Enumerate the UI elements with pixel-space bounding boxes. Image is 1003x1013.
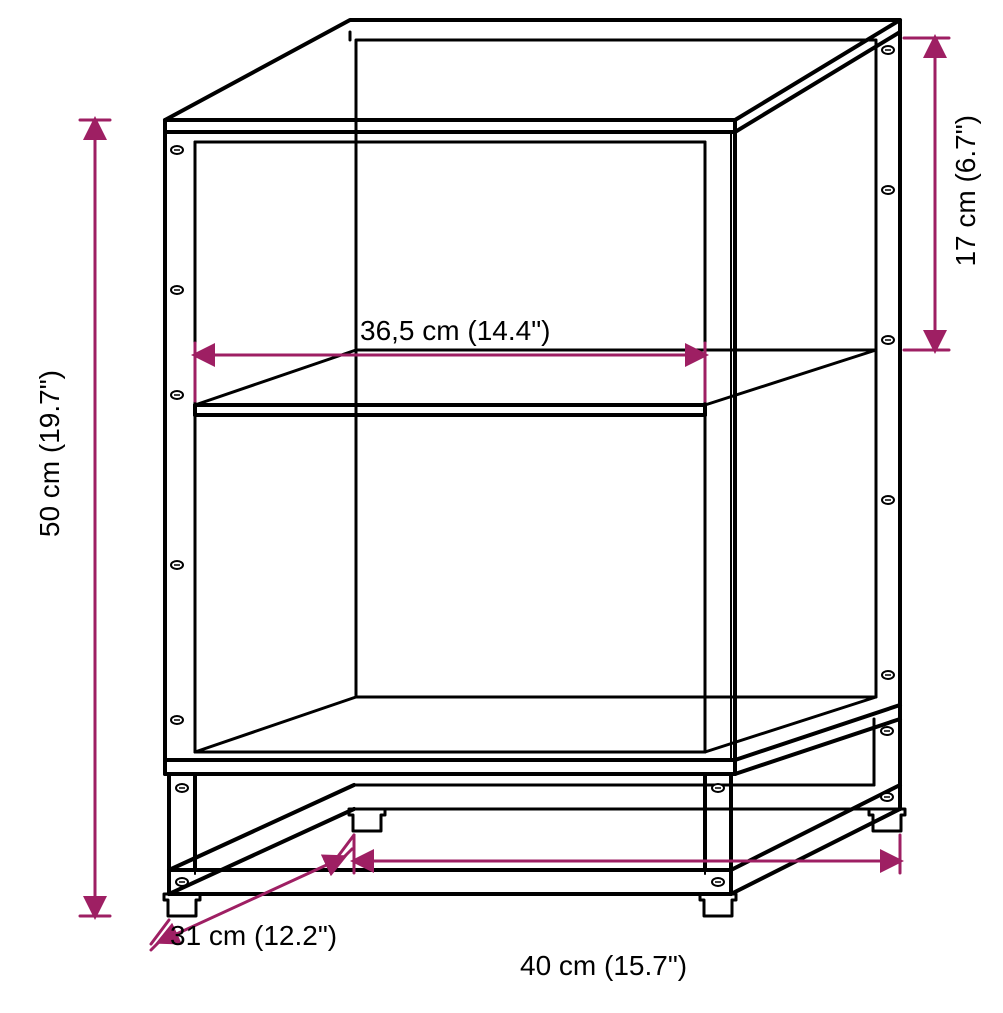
val-height-total: 50 cm — [34, 461, 65, 537]
imp-inner-width: (14.4") — [467, 315, 550, 346]
imp-depth: (12.2") — [254, 920, 337, 951]
diagram-stage: 50 cm (19.7") 31 cm (12.2") 40 cm (15.7"… — [0, 0, 1003, 1013]
dimension-lines — [80, 38, 949, 950]
val-width-total: 40 cm — [520, 950, 596, 981]
label-depth: 31 cm (12.2") — [170, 918, 337, 953]
label-height-total: 50 cm (19.7") — [32, 370, 67, 537]
val-depth: 31 cm — [170, 920, 246, 951]
val-upper-gap: 17 cm — [950, 190, 981, 266]
imp-width-total: (15.7") — [604, 950, 687, 981]
label-upper-gap: 17 cm (6.7") — [948, 115, 983, 267]
val-inner-width: 36,5 cm — [360, 315, 460, 346]
diagram-svg — [0, 0, 1003, 1013]
imp-upper-gap: (6.7") — [950, 115, 981, 183]
furniture-outline — [164, 20, 905, 916]
label-inner-width: 36,5 cm (14.4") — [360, 313, 550, 348]
label-width-total: 40 cm (15.7") — [520, 948, 687, 983]
imp-height-total: (19.7") — [34, 370, 65, 453]
